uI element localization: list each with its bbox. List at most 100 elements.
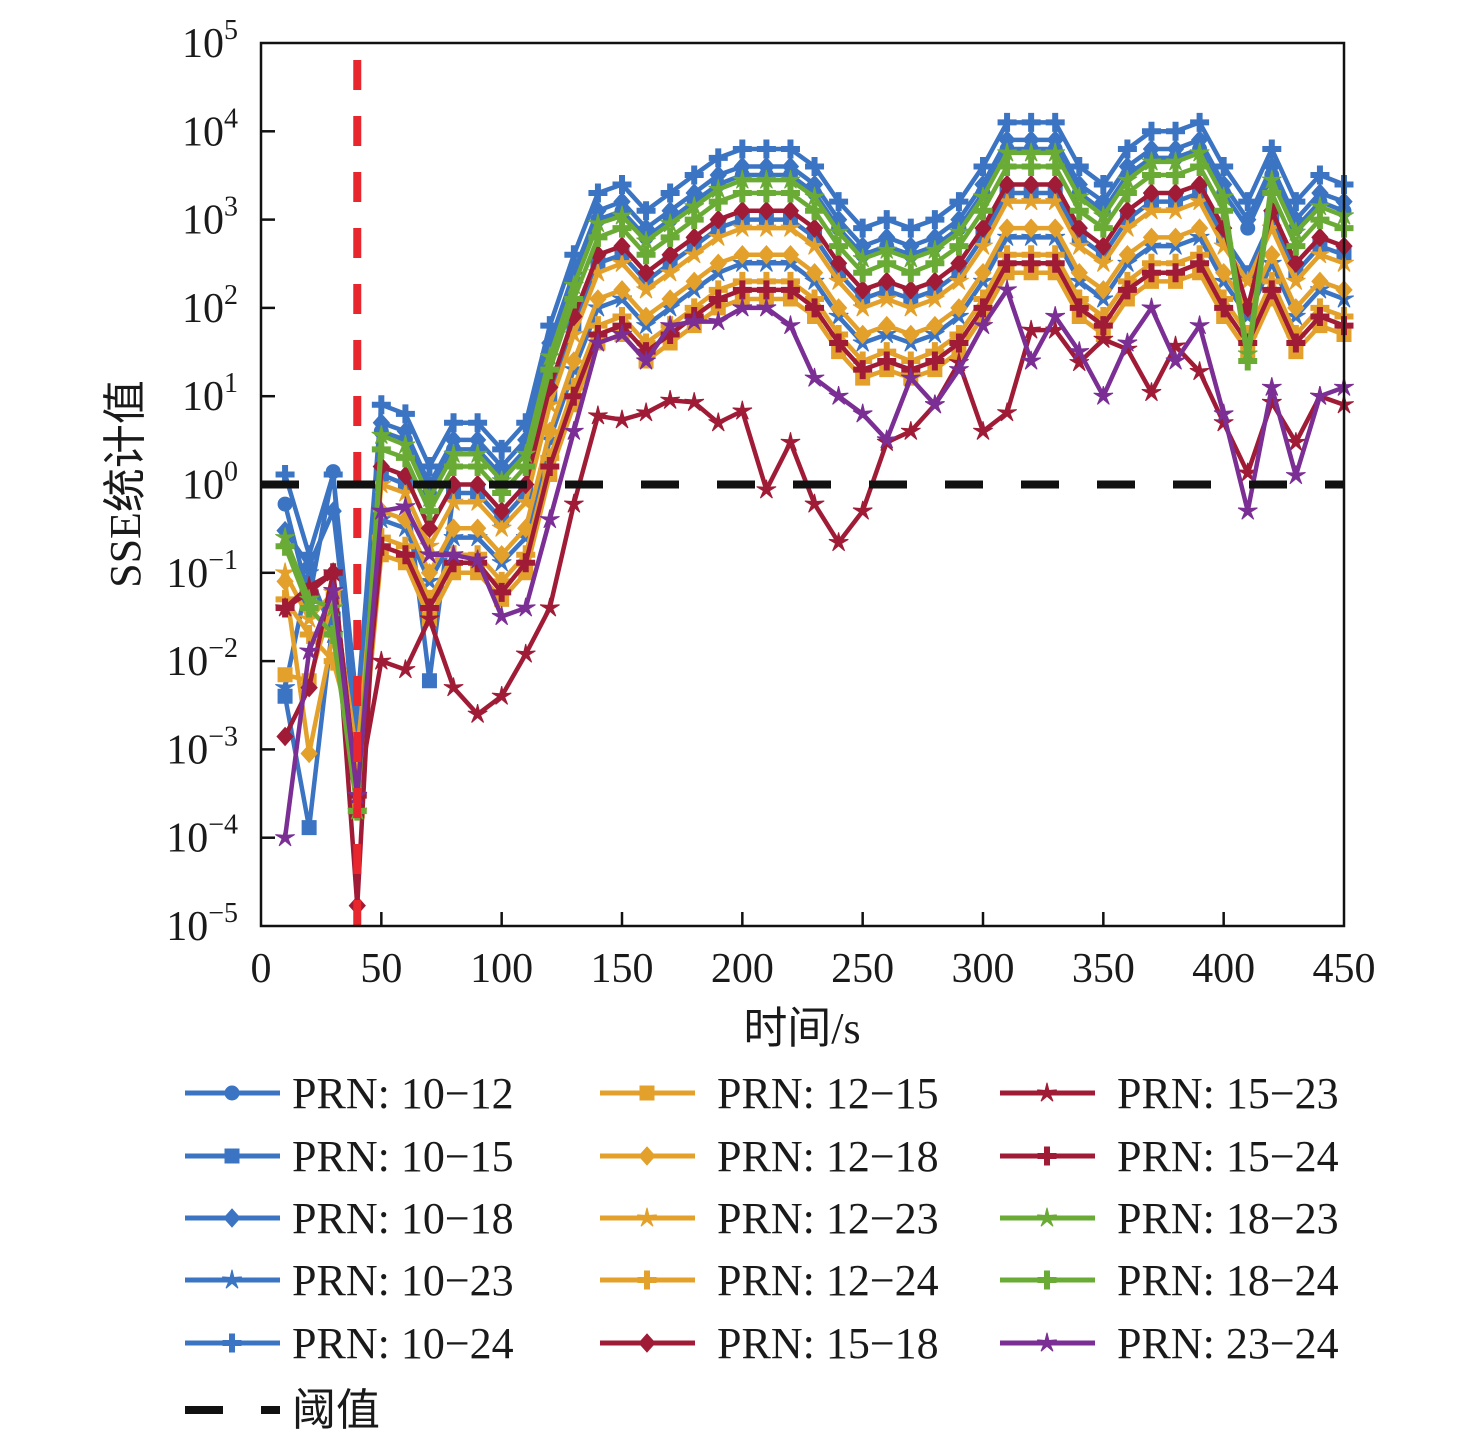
data-point [997, 253, 1017, 273]
series-23-24 [275, 279, 1354, 847]
legend-marker [637, 1207, 657, 1227]
data-point [589, 289, 607, 309]
data-point [516, 553, 536, 573]
data-point [467, 491, 488, 511]
data-point [1141, 121, 1161, 141]
data-point [684, 244, 705, 264]
data-point [973, 156, 993, 176]
data-point [515, 597, 536, 617]
data-point [876, 429, 897, 449]
data-point [1189, 361, 1210, 381]
legend-item: PRN: 10−15 [185, 1132, 514, 1181]
data-point [491, 685, 512, 705]
data-point [1262, 183, 1282, 203]
data-point [1045, 112, 1065, 132]
data-point [684, 165, 704, 185]
legend-label: PRN: 18−24 [1117, 1256, 1339, 1305]
data-point [805, 156, 825, 176]
data-point [709, 253, 727, 274]
data-point [515, 643, 536, 663]
data-point [829, 192, 849, 212]
data-point [997, 142, 1017, 162]
data-point [1046, 218, 1064, 238]
data-point [805, 298, 825, 318]
data-point [637, 306, 655, 327]
data-point [419, 608, 440, 628]
data-point [780, 139, 800, 159]
data-point [612, 409, 632, 429]
data-point [685, 271, 703, 292]
data-point [950, 253, 968, 274]
data-point [756, 280, 776, 300]
data-point [708, 412, 729, 432]
data-point [684, 210, 704, 230]
data-point [660, 324, 680, 344]
data-point [828, 385, 849, 405]
data-point [564, 289, 584, 309]
data-point [756, 183, 776, 203]
data-point [684, 196, 705, 216]
data-point [708, 148, 728, 168]
data-point [323, 625, 343, 645]
data-point [1094, 236, 1112, 256]
data-point [780, 217, 801, 237]
data-point [419, 501, 439, 521]
data-point [829, 298, 848, 318]
data-point [853, 218, 873, 238]
data-point [732, 139, 752, 159]
data-point [516, 456, 536, 476]
data-point [1069, 298, 1089, 318]
data-point [1141, 382, 1162, 402]
data-point [853, 263, 873, 283]
data-point [1093, 252, 1114, 272]
data-point [1261, 377, 1282, 396]
data-point [1310, 196, 1330, 216]
data-point [661, 289, 679, 309]
legend-item: PRN: 12−23 [600, 1194, 939, 1243]
data-point [1165, 200, 1186, 220]
data-point [1261, 169, 1282, 189]
legend-label: PRN: 15−24 [1117, 1132, 1339, 1181]
data-point [974, 263, 992, 283]
data-point [1286, 192, 1306, 212]
data-point [395, 434, 416, 454]
data-point [1189, 315, 1210, 335]
data-point [277, 496, 293, 512]
legend-marker [223, 1208, 241, 1228]
x-tick-label: 350 [1072, 946, 1135, 992]
data-point [515, 491, 536, 511]
data-point [828, 532, 849, 552]
data-point [563, 493, 584, 513]
data-point [1287, 298, 1305, 318]
data-point [467, 703, 488, 723]
data-point [1021, 156, 1041, 176]
data-point [756, 169, 777, 189]
data-point [1069, 341, 1090, 361]
y-tick-label: 10−1 [166, 545, 238, 597]
legend-marker [1037, 1082, 1057, 1102]
y-tick-label: 103 [182, 192, 238, 244]
data-point [420, 518, 439, 538]
legend-item: PRN: 12−24 [600, 1256, 939, 1305]
data-point [540, 360, 560, 380]
data-point [949, 333, 969, 353]
data-point [588, 227, 608, 247]
data-point [1021, 112, 1041, 132]
data-point [1262, 139, 1282, 159]
data-point [708, 192, 728, 212]
data-point [419, 598, 439, 618]
data-point [924, 288, 945, 308]
data-point [732, 280, 752, 300]
data-point [853, 360, 873, 380]
data-point [1190, 174, 1209, 195]
data-point [1166, 121, 1186, 141]
data-point [421, 673, 437, 689]
data-point [732, 183, 752, 203]
data-point [1021, 253, 1041, 273]
legend-label: PRN: 10−12 [292, 1069, 514, 1118]
data-point [756, 139, 776, 159]
legend-label: PRN: 10−15 [292, 1132, 514, 1181]
data-point [299, 640, 320, 660]
data-point [1021, 191, 1042, 211]
data-point [973, 235, 993, 255]
